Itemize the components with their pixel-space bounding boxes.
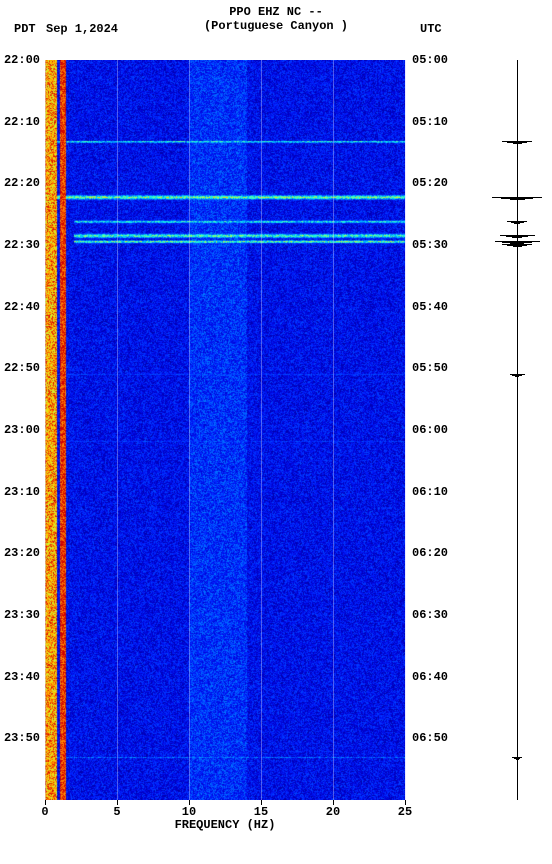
gridline <box>405 60 406 800</box>
y-tick-left: 23:20 <box>0 546 40 560</box>
trace-baseline <box>517 60 518 800</box>
x-tick-label: 0 <box>41 805 48 819</box>
trace-spike <box>515 376 520 377</box>
y-tick-left: 22:00 <box>0 53 40 67</box>
y-tick-left: 23:50 <box>0 731 40 745</box>
gridline <box>45 60 46 800</box>
x-tick-label: 25 <box>398 805 412 819</box>
trace-spike <box>514 223 520 224</box>
y-tick-left: 22:40 <box>0 300 40 314</box>
date-label: Sep 1,2024 <box>46 22 118 36</box>
x-tick-label: 15 <box>254 805 268 819</box>
x-tick-mark <box>189 800 190 805</box>
timezone-left: PDT <box>14 22 36 36</box>
y-tick-right: 06:30 <box>412 608 452 622</box>
x-tick-mark <box>45 800 46 805</box>
y-tick-right: 05:50 <box>412 361 452 375</box>
y-tick-left: 23:00 <box>0 423 40 437</box>
x-tick-mark <box>117 800 118 805</box>
trace-spike <box>513 246 522 247</box>
trace-spike <box>512 237 523 238</box>
x-axis-label: FREQUENCY (HZ) <box>45 818 405 832</box>
x-tick-label: 5 <box>113 805 120 819</box>
trace-spike <box>513 143 522 144</box>
x-tick-mark <box>261 800 262 805</box>
x-tick-label: 10 <box>182 805 196 819</box>
timezone-right: UTC <box>420 22 442 36</box>
x-tick-mark <box>333 800 334 805</box>
y-tick-left: 23:40 <box>0 670 40 684</box>
title-line-1: PPO EHZ NC -- <box>0 5 552 19</box>
y-tick-left: 22:30 <box>0 238 40 252</box>
spectrogram-plot <box>45 60 405 800</box>
gridline <box>261 60 262 800</box>
y-tick-right: 05:40 <box>412 300 452 314</box>
spectrogram-canvas <box>45 60 405 800</box>
y-tick-right: 05:00 <box>412 53 452 67</box>
figure-container: PPO EHZ NC -- (Portuguese Canyon ) PDT S… <box>0 0 552 864</box>
y-tick-right: 06:40 <box>412 670 452 684</box>
trace-spike <box>516 759 519 760</box>
y-tick-right: 06:00 <box>412 423 452 437</box>
y-tick-left: 22:50 <box>0 361 40 375</box>
y-tick-right: 06:20 <box>412 546 452 560</box>
y-tick-right: 06:50 <box>412 731 452 745</box>
x-tick-mark <box>405 800 406 805</box>
trace-spike <box>510 199 525 200</box>
y-tick-right: 06:10 <box>412 485 452 499</box>
amplitude-trace <box>490 60 545 800</box>
gridline <box>333 60 334 800</box>
y-tick-left: 23:30 <box>0 608 40 622</box>
gridline <box>117 60 118 800</box>
gridline <box>189 60 190 800</box>
y-tick-left: 23:10 <box>0 485 40 499</box>
y-tick-left: 22:20 <box>0 176 40 190</box>
y-tick-right: 05:20 <box>412 176 452 190</box>
y-tick-left: 22:10 <box>0 115 40 129</box>
x-tick-label: 20 <box>326 805 340 819</box>
y-tick-right: 05:30 <box>412 238 452 252</box>
y-tick-right: 05:10 <box>412 115 452 129</box>
